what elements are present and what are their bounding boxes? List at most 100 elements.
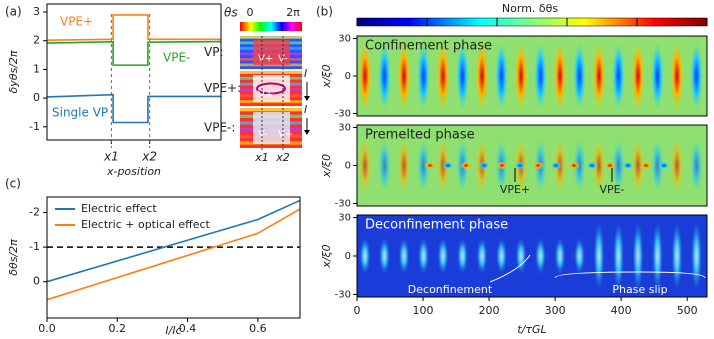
x-tick-label: 0 [354, 304, 361, 317]
vortex-blob [532, 161, 544, 170]
vortex-blob [640, 161, 652, 170]
x-axis-title: t/τGL [517, 323, 546, 336]
phase-blob [690, 218, 703, 294]
panel-label: (c) [5, 177, 21, 191]
series-line [46, 208, 301, 301]
arrow-head [304, 96, 310, 101]
y-tick-label: 0 [345, 161, 351, 172]
x-tick-label: 0.6 [249, 322, 267, 335]
phase-blob [671, 218, 683, 294]
phase-blob [650, 38, 665, 114]
phase-blob [377, 38, 392, 114]
phase-core [253, 112, 290, 144]
legend-label: Electric effect [81, 202, 157, 215]
vortex-label: V- [258, 129, 268, 140]
phase-blob [475, 38, 489, 114]
phase-blob [631, 38, 645, 114]
vortex-label: V+ [258, 54, 273, 65]
phase-blob [592, 38, 606, 114]
y-tick-label: 3 [33, 5, 40, 18]
x-tick-label: x1 [103, 150, 119, 164]
current-label: I [304, 103, 307, 116]
phase-label: Premelted phase [365, 128, 475, 143]
x-tick-label: 0.0 [38, 322, 56, 335]
vortex-blob [568, 161, 580, 170]
phase-band [240, 36, 302, 39]
row-label: VP: [204, 45, 224, 59]
phase-blob [611, 38, 626, 114]
legend-label: Electric + optical effect [81, 218, 211, 231]
row-label: VPE-: [204, 121, 235, 135]
phase-core [253, 40, 290, 65]
phase-band [240, 71, 302, 74]
phase-label: Confinement phase [365, 39, 492, 54]
y-tick-label: 0 [345, 251, 351, 262]
vortex-blob [550, 161, 562, 170]
vortex-label: V+ [278, 129, 293, 140]
heatmap-frame [356, 35, 708, 117]
phase-blob [437, 236, 449, 276]
phase-blob [359, 236, 371, 276]
plot-frame [46, 196, 301, 319]
x-tick-label: 500 [677, 304, 698, 317]
phase-blob [670, 135, 684, 196]
annotation-brace [554, 271, 706, 279]
vortex-blob [496, 161, 508, 170]
colorbar [240, 22, 302, 31]
y-axis-title: x/ξ0 [320, 64, 333, 88]
y-axis-title: x/ξ0 [320, 154, 333, 178]
vortex-ring [256, 82, 286, 95]
phase-band [240, 108, 302, 112]
heatmap-bg [357, 215, 707, 297]
y-tick-label: 1 [33, 62, 40, 75]
colorbar [356, 17, 708, 27]
y-tick-label: 0 [33, 91, 40, 104]
phase-blob [358, 135, 372, 196]
phase-blob [632, 218, 644, 294]
y-axis-title: δyθs/2π [7, 50, 20, 93]
vortex-label: V- [278, 54, 288, 65]
phase-blob [377, 135, 392, 196]
panel-label: (b) [316, 5, 333, 19]
y-tick-label: -30 [335, 198, 351, 209]
phase-blob [416, 38, 431, 114]
phase-blob [436, 38, 450, 114]
x-tick-label: 0.4 [179, 322, 197, 335]
x-tick-label: 200 [479, 304, 500, 317]
phase-blob [494, 38, 509, 114]
y-axis-title: x/ξ0 [320, 244, 333, 268]
annotation: VPE+ [500, 183, 530, 196]
y-tick-label: 0 [33, 275, 40, 288]
colorbar-tick: 2π [286, 6, 300, 19]
phase-blob [592, 135, 606, 196]
vortex-blob [604, 161, 616, 170]
y-tick-label: 30 [338, 123, 351, 134]
phase-blob [554, 236, 566, 276]
heatmap-frame [356, 214, 708, 298]
phase-blob [397, 135, 411, 196]
annotation: VPE- [599, 183, 624, 196]
phase-blob [533, 38, 548, 114]
heatmap-bg [357, 36, 707, 116]
phase-blob [689, 38, 704, 114]
position-label: x2 [275, 151, 290, 164]
phase-blob [611, 135, 626, 196]
vortex-blob [622, 161, 634, 170]
y-tick-label: 30 [338, 34, 351, 45]
phase-blob [515, 236, 527, 276]
phase-core [253, 75, 290, 102]
phase-blob [593, 218, 605, 294]
phase-blob [631, 135, 645, 196]
x-tick-label: 400 [611, 304, 632, 317]
phase-blob [397, 38, 411, 114]
phase-blob [553, 38, 567, 114]
y-tick-label: 30 [338, 213, 351, 224]
series-line [46, 14, 221, 41]
annotation: Phase slip [612, 283, 667, 296]
x-axis-title: I/Ic [165, 324, 181, 337]
phase-blob [573, 236, 586, 276]
series-label: VPE- [163, 51, 190, 65]
y-tick-label: 0 [345, 71, 351, 82]
series-line [46, 40, 222, 66]
